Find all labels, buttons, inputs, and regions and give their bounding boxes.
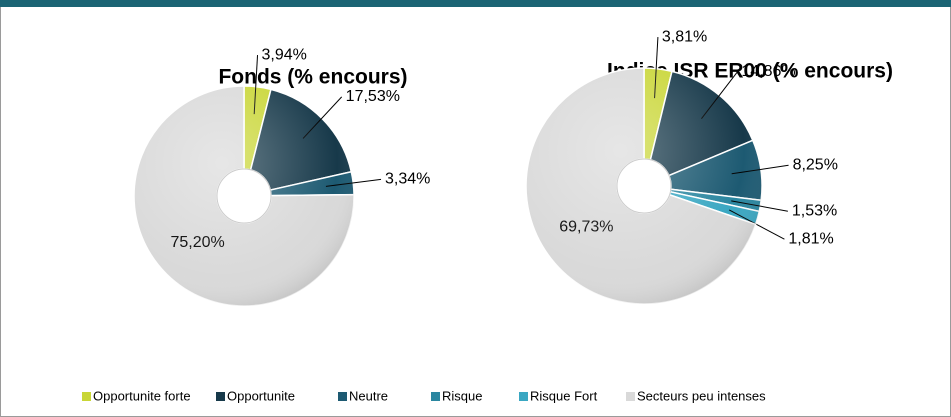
banner — [0, 0, 951, 7]
legend-swatch — [626, 392, 635, 401]
chart-title: Fonds (% encours) — [218, 66, 407, 89]
data-label: 1,53% — [792, 202, 837, 219]
data-label: 8,25% — [793, 157, 838, 174]
legend-label: Secteurs peu intenses — [637, 388, 766, 403]
legend-swatch — [338, 392, 347, 401]
legend-swatch — [216, 392, 225, 401]
legend-label: Risque Fort — [530, 388, 598, 403]
hole — [616, 158, 672, 214]
data-label: 14,86% — [741, 63, 795, 80]
legend-swatch — [82, 392, 91, 401]
legend-label: Risque — [442, 388, 482, 403]
data-label: 17,53% — [346, 88, 400, 105]
legend-swatch — [431, 392, 440, 401]
data-label: 75,20% — [170, 234, 224, 251]
data-label: 3,34% — [385, 171, 430, 188]
legend-swatch — [519, 392, 528, 401]
data-label: 3,94% — [262, 46, 307, 63]
data-label: 69,73% — [559, 218, 613, 235]
legend-label: Neutre — [349, 388, 388, 403]
legend-label: Opportunite forte — [93, 388, 191, 403]
data-label: 3,81% — [662, 28, 707, 45]
hole — [216, 168, 272, 224]
data-label: 1,81% — [788, 230, 833, 247]
legend-label: Opportunite — [227, 388, 295, 403]
